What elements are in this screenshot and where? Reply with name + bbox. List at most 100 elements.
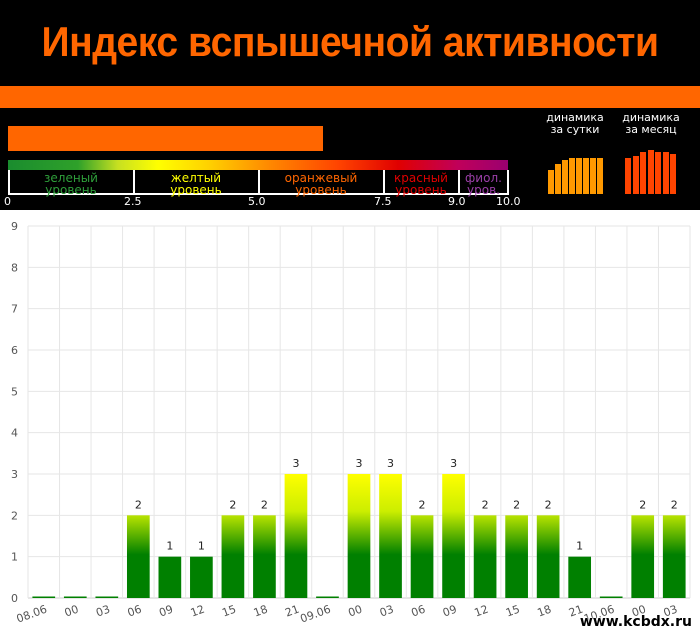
bar bbox=[473, 515, 497, 598]
bar bbox=[253, 515, 276, 598]
bar-value-label: 3 bbox=[356, 457, 363, 470]
x-tick-label: 15 bbox=[504, 603, 522, 620]
y-tick-label: 6 bbox=[11, 344, 18, 357]
bar-value-label: 2 bbox=[639, 498, 646, 511]
y-tick-label: 3 bbox=[11, 468, 18, 481]
dynamics-month-bar bbox=[640, 152, 646, 194]
y-tick-label: 9 bbox=[11, 220, 18, 233]
bar bbox=[379, 474, 402, 598]
bar bbox=[631, 515, 655, 598]
dynamics-month-label: динамика за месяц bbox=[622, 111, 680, 136]
level-label-orange: оранжевый уровень bbox=[284, 171, 358, 197]
dynamics-day-bar bbox=[590, 158, 596, 194]
scale-tick-0: 0 bbox=[4, 195, 11, 208]
bar bbox=[505, 515, 528, 598]
dynamics-day-bar bbox=[597, 158, 603, 194]
dynamics-day-bar bbox=[583, 158, 589, 194]
bar bbox=[599, 596, 623, 598]
bar bbox=[158, 556, 182, 598]
level-label-yellow: желтый уровень bbox=[170, 171, 222, 197]
x-tick-label: 03 bbox=[94, 603, 112, 620]
bar-value-label: 2 bbox=[545, 498, 552, 511]
x-tick-label: 12 bbox=[473, 603, 491, 620]
scale-tick-7-5: 7.5 bbox=[374, 195, 392, 208]
bar-value-label: 1 bbox=[166, 540, 173, 553]
dynamics-month-bar bbox=[632, 156, 639, 194]
bar bbox=[190, 556, 213, 598]
bar bbox=[536, 515, 560, 598]
x-tick-label: 18 bbox=[252, 603, 270, 620]
dynamics-month-bar bbox=[655, 152, 661, 194]
dynamics-month-bar bbox=[625, 158, 631, 194]
bar bbox=[442, 474, 465, 598]
dynamics-day-label: динамика за сутки bbox=[546, 111, 604, 136]
dynamics-day-bar bbox=[548, 170, 554, 194]
dynamics-month-bar bbox=[647, 150, 654, 194]
bar-value-label: 2 bbox=[229, 498, 236, 511]
x-tick-label: 00 bbox=[630, 603, 648, 620]
watermark: www.kcbdx.ru bbox=[579, 614, 692, 630]
bar-value-label: 3 bbox=[292, 457, 299, 470]
x-tick-label: 00 bbox=[63, 603, 81, 620]
bar bbox=[32, 596, 56, 598]
scale-segment-green bbox=[8, 170, 134, 195]
bar-value-label: 2 bbox=[482, 498, 489, 511]
x-tick-label: 03 bbox=[662, 603, 680, 620]
header-panel: Индекс вспышечной активности зеленый уро… bbox=[0, 0, 700, 210]
dynamics-day-bar bbox=[569, 158, 575, 194]
y-tick-label: 0 bbox=[11, 592, 18, 605]
x-tick-label: 15 bbox=[220, 603, 238, 620]
bar-value-label: 2 bbox=[135, 498, 142, 511]
y-tick-label: 4 bbox=[11, 427, 18, 440]
dynamics-day-bar bbox=[562, 160, 568, 194]
bar bbox=[63, 596, 87, 598]
bar-value-label: 1 bbox=[576, 540, 583, 553]
page-title: Индекс вспышечной активности bbox=[41, 18, 659, 65]
level-label-red: красный уровень bbox=[394, 171, 448, 197]
scale-tick-9-0: 9.0 bbox=[448, 195, 466, 208]
scale-segment-yellow bbox=[133, 170, 259, 195]
dynamics-day-bar bbox=[555, 164, 561, 194]
x-tick-label: 08.06 bbox=[15, 603, 49, 626]
current-index-bar bbox=[8, 126, 323, 151]
x-tick-label: 21 bbox=[567, 603, 585, 620]
bar bbox=[95, 596, 119, 598]
x-tick-label: 06 bbox=[409, 603, 427, 620]
bar bbox=[221, 515, 245, 598]
scale-segment-red bbox=[383, 170, 459, 195]
level-label-purple: фиол. уров. bbox=[465, 171, 502, 197]
bar bbox=[410, 515, 434, 598]
scale-segment-orange bbox=[258, 170, 384, 195]
scale-segment-purple bbox=[458, 170, 509, 195]
x-tick-label: 09.06 bbox=[298, 603, 332, 626]
bar-value-label: 2 bbox=[671, 498, 678, 511]
x-tick-label: 09 bbox=[441, 603, 459, 620]
x-tick-label: 18 bbox=[536, 603, 554, 620]
bar-value-label: 1 bbox=[198, 540, 205, 553]
bar bbox=[662, 515, 686, 598]
bar-value-label: 3 bbox=[387, 457, 394, 470]
y-tick-label: 8 bbox=[11, 261, 18, 274]
x-tick-label: 12 bbox=[189, 603, 207, 620]
x-tick-label: 21 bbox=[283, 603, 301, 620]
bar bbox=[126, 515, 150, 598]
scale-tick-2-5: 2.5 bbox=[124, 195, 142, 208]
dynamics-month-bar bbox=[662, 152, 669, 194]
bar bbox=[568, 556, 592, 598]
bar-value-label: 2 bbox=[261, 498, 268, 511]
orange-strip bbox=[0, 86, 700, 108]
y-tick-label: 1 bbox=[11, 551, 18, 564]
x-tick-label: 09 bbox=[157, 603, 175, 620]
bar bbox=[316, 596, 339, 598]
scale-gradient bbox=[8, 160, 508, 170]
dynamics-month-bar bbox=[670, 154, 676, 194]
y-tick-label: 7 bbox=[11, 303, 18, 316]
scale-tick-10-0: 10.0 bbox=[496, 195, 521, 208]
bar bbox=[347, 474, 371, 598]
scale-tick-5-0: 5.0 bbox=[248, 195, 266, 208]
level-label-green: зеленый уровень bbox=[44, 171, 98, 197]
y-tick-label: 5 bbox=[11, 385, 18, 398]
dynamics-day-bar bbox=[576, 158, 582, 194]
x-tick-label: 03 bbox=[378, 603, 396, 620]
